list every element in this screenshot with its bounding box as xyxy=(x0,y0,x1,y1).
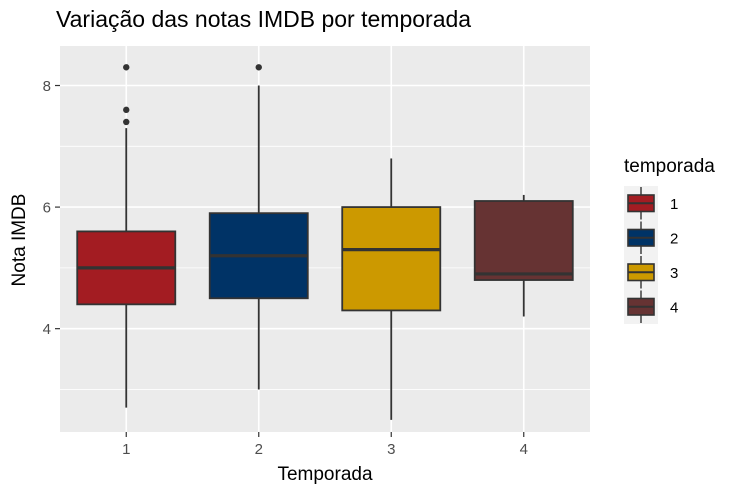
y-tick-label: 6 xyxy=(43,200,51,217)
legend-label: 4 xyxy=(670,299,678,316)
box-body xyxy=(473,200,574,281)
legend-item-4: 4 xyxy=(624,289,678,324)
chart-title: Variação das notas IMDB por temporada xyxy=(56,6,472,32)
box-4 xyxy=(473,194,574,317)
x-tick-label: 1 xyxy=(122,441,130,458)
outlier-point xyxy=(123,64,130,71)
box-2 xyxy=(208,64,309,390)
legend-label: 2 xyxy=(670,230,678,247)
legend-item-1: 1 xyxy=(624,186,678,221)
y-tick-label: 8 xyxy=(43,78,51,95)
legend: 1 2 3 4 xyxy=(624,186,678,324)
x-tick-label: 2 xyxy=(255,441,263,458)
legend-item-3: 3 xyxy=(624,255,678,290)
legend-item-2: 2 xyxy=(624,220,678,255)
y-axis-label: Nota IMDB xyxy=(9,193,30,287)
box-body xyxy=(341,206,442,312)
x-axis-label: Temporada xyxy=(277,464,373,485)
axis-ticks: 4 6 8 1 2 3 4 xyxy=(43,78,528,458)
legend-label: 3 xyxy=(670,265,678,282)
box-3 xyxy=(341,158,442,420)
outlier-point xyxy=(123,118,130,126)
y-tick-label: 4 xyxy=(43,321,51,338)
legend-title: temporada xyxy=(624,156,715,177)
box-layer xyxy=(76,64,574,420)
outlier-point xyxy=(255,64,262,71)
box-1 xyxy=(76,64,177,408)
x-tick-label: 4 xyxy=(520,441,528,458)
legend-label: 1 xyxy=(670,196,678,213)
outlier-point xyxy=(123,106,130,114)
x-tick-label: 3 xyxy=(387,441,395,458)
